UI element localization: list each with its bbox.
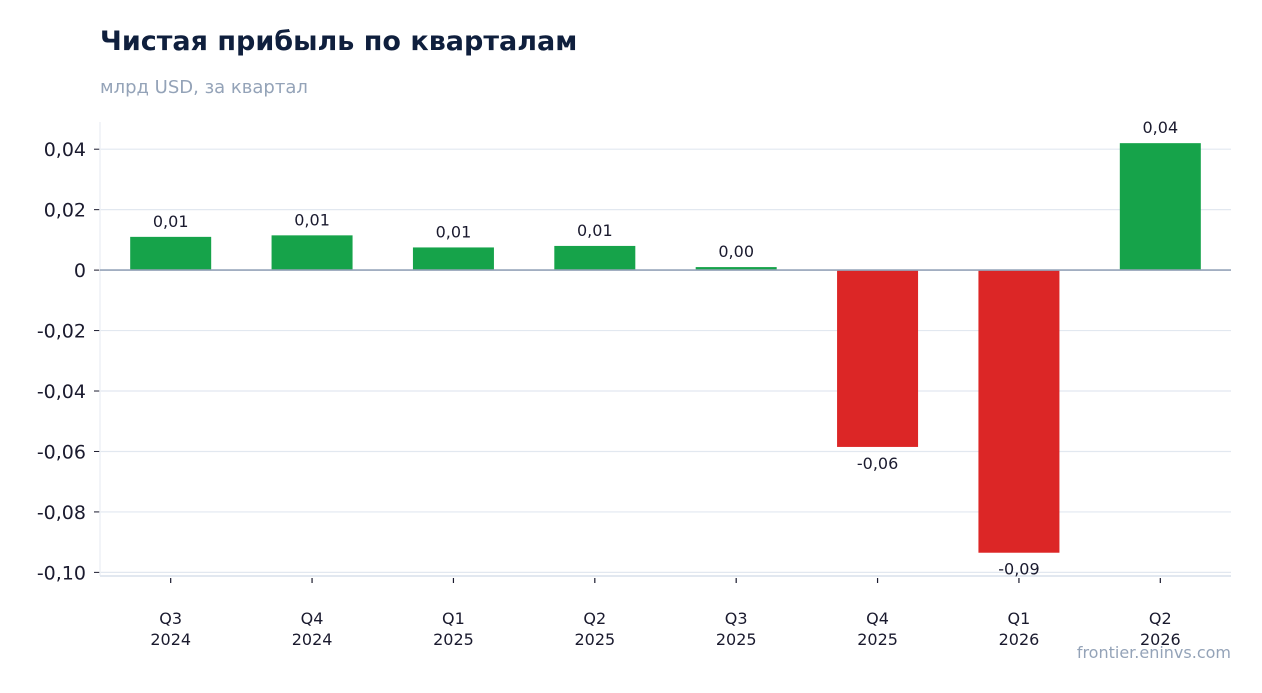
bar: [695, 267, 777, 271]
x-tick-label: Q1: [442, 609, 465, 628]
y-tick-label: 0: [74, 260, 86, 282]
y-tick-label: 0,04: [44, 139, 86, 161]
x-tick-label: 2026: [1140, 630, 1181, 649]
chart-subtitle: млрд USD, за квартал: [100, 77, 308, 98]
bar: [412, 247, 494, 271]
x-tick-label: 2025: [857, 630, 898, 649]
bar: [271, 235, 353, 271]
x-tick-label: Q3: [159, 609, 182, 628]
x-tick-label: 2024: [150, 630, 191, 649]
data-label: -0,09: [998, 560, 1039, 579]
x-tick-label: Q2: [583, 609, 606, 628]
x-tick-label: Q1: [1008, 609, 1031, 628]
bar: [1119, 143, 1201, 271]
x-tick-label: Q3: [725, 609, 748, 628]
x-tick-label: 2026: [999, 630, 1040, 649]
data-label: 0,04: [1143, 118, 1179, 137]
y-tick-label: -0,10: [37, 562, 86, 584]
y-tick-label: -0,04: [37, 381, 86, 403]
x-tick-label: 2024: [292, 630, 333, 649]
x-tick-label: 2025: [574, 630, 615, 649]
x-tick-label: Q4: [301, 609, 324, 628]
y-tick-label: -0,08: [37, 502, 86, 524]
data-labels: 0,01 0,01 0,01 0,01 0,00 -0,06 -0,09 0,04: [100, 118, 1231, 579]
bar: [837, 270, 919, 447]
gridlines: [100, 148, 1231, 573]
x-tick-label: 2025: [716, 630, 757, 649]
y-tick-label: 0,02: [44, 200, 86, 222]
data-label: 0,01: [153, 212, 189, 231]
y-tick-label: -0,06: [37, 441, 86, 463]
bar: [978, 270, 1060, 553]
data-label: 0,01: [436, 222, 472, 241]
chart-title: Чистая прибыль по кварталам: [100, 26, 578, 57]
data-label: -0,06: [857, 454, 898, 473]
data-label: 0,01: [294, 210, 330, 229]
axes: 0,04 0,02 0 -0,02 -0,04 -0,06 -0,08 -0,10 Q3 2024…: [37, 122, 1231, 649]
data-label: 0,00: [718, 242, 754, 261]
data-label: 0,01: [577, 221, 613, 240]
y-tick-label: -0,02: [37, 321, 86, 343]
x-tick-label: Q4: [866, 609, 889, 628]
bar: [554, 245, 636, 271]
source-credit: frontier.eninvs.com: [1076, 643, 1231, 662]
x-tick-label: Q2: [1149, 609, 1172, 628]
bars: [130, 143, 1201, 553]
bar: [130, 236, 212, 271]
x-tick-label: 2025: [433, 630, 474, 649]
